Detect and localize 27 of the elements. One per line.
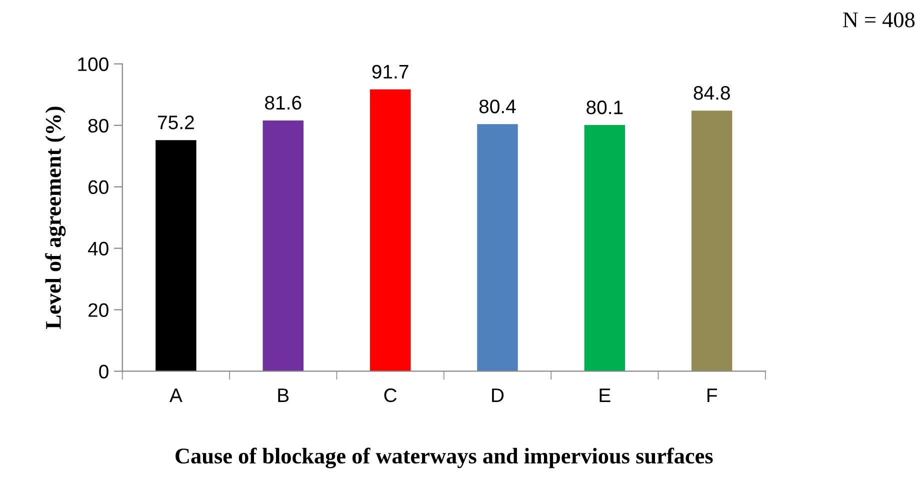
bar (477, 124, 518, 372)
y-tick-label: 100 (78, 57, 108, 72)
x-tick-label: A (170, 388, 182, 402)
data-label: 91.7 (372, 64, 408, 79)
y-axis-title: Level of agreement (%) (45, 106, 66, 329)
bar (370, 89, 411, 372)
x-tick-label: C (384, 388, 397, 402)
y-tick-label: 40 (88, 242, 108, 256)
x-tick-label: F (708, 388, 718, 402)
x-tick-label: E (600, 388, 610, 402)
data-label: 80.1 (586, 100, 623, 114)
data-label: 84.8 (694, 86, 730, 100)
text: N = 408 (843, 12, 915, 28)
data-label: 75.2 (158, 116, 194, 130)
y-tick-label: 0 (99, 364, 108, 378)
bar (262, 120, 304, 372)
bar (691, 110, 732, 372)
bar (156, 140, 196, 372)
data-label: 80.4 (479, 100, 516, 114)
y-tick-label: 80 (88, 118, 108, 133)
y-tick-label: 60 (88, 180, 108, 194)
x-axis-title: Cause of blockage of waterways and impervious surfaces (176, 448, 713, 468)
x-tick-label: B (278, 388, 289, 402)
bar (584, 125, 626, 372)
x-tick-label: D (492, 388, 504, 402)
y-tick-label: 20 (88, 303, 108, 317)
data-label: 81.6 (265, 96, 302, 110)
